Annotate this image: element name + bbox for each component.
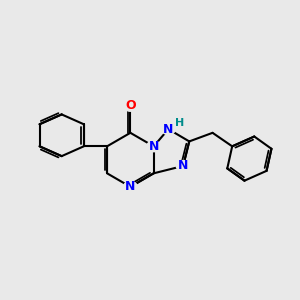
Ellipse shape <box>176 160 190 171</box>
Ellipse shape <box>124 182 137 192</box>
Text: N: N <box>148 140 159 153</box>
Text: N: N <box>125 180 136 193</box>
Text: H: H <box>175 118 184 128</box>
Ellipse shape <box>161 124 175 134</box>
Text: N: N <box>178 159 188 172</box>
Text: O: O <box>125 99 136 112</box>
Ellipse shape <box>147 141 160 152</box>
Text: N: N <box>163 123 174 136</box>
Ellipse shape <box>124 100 137 111</box>
